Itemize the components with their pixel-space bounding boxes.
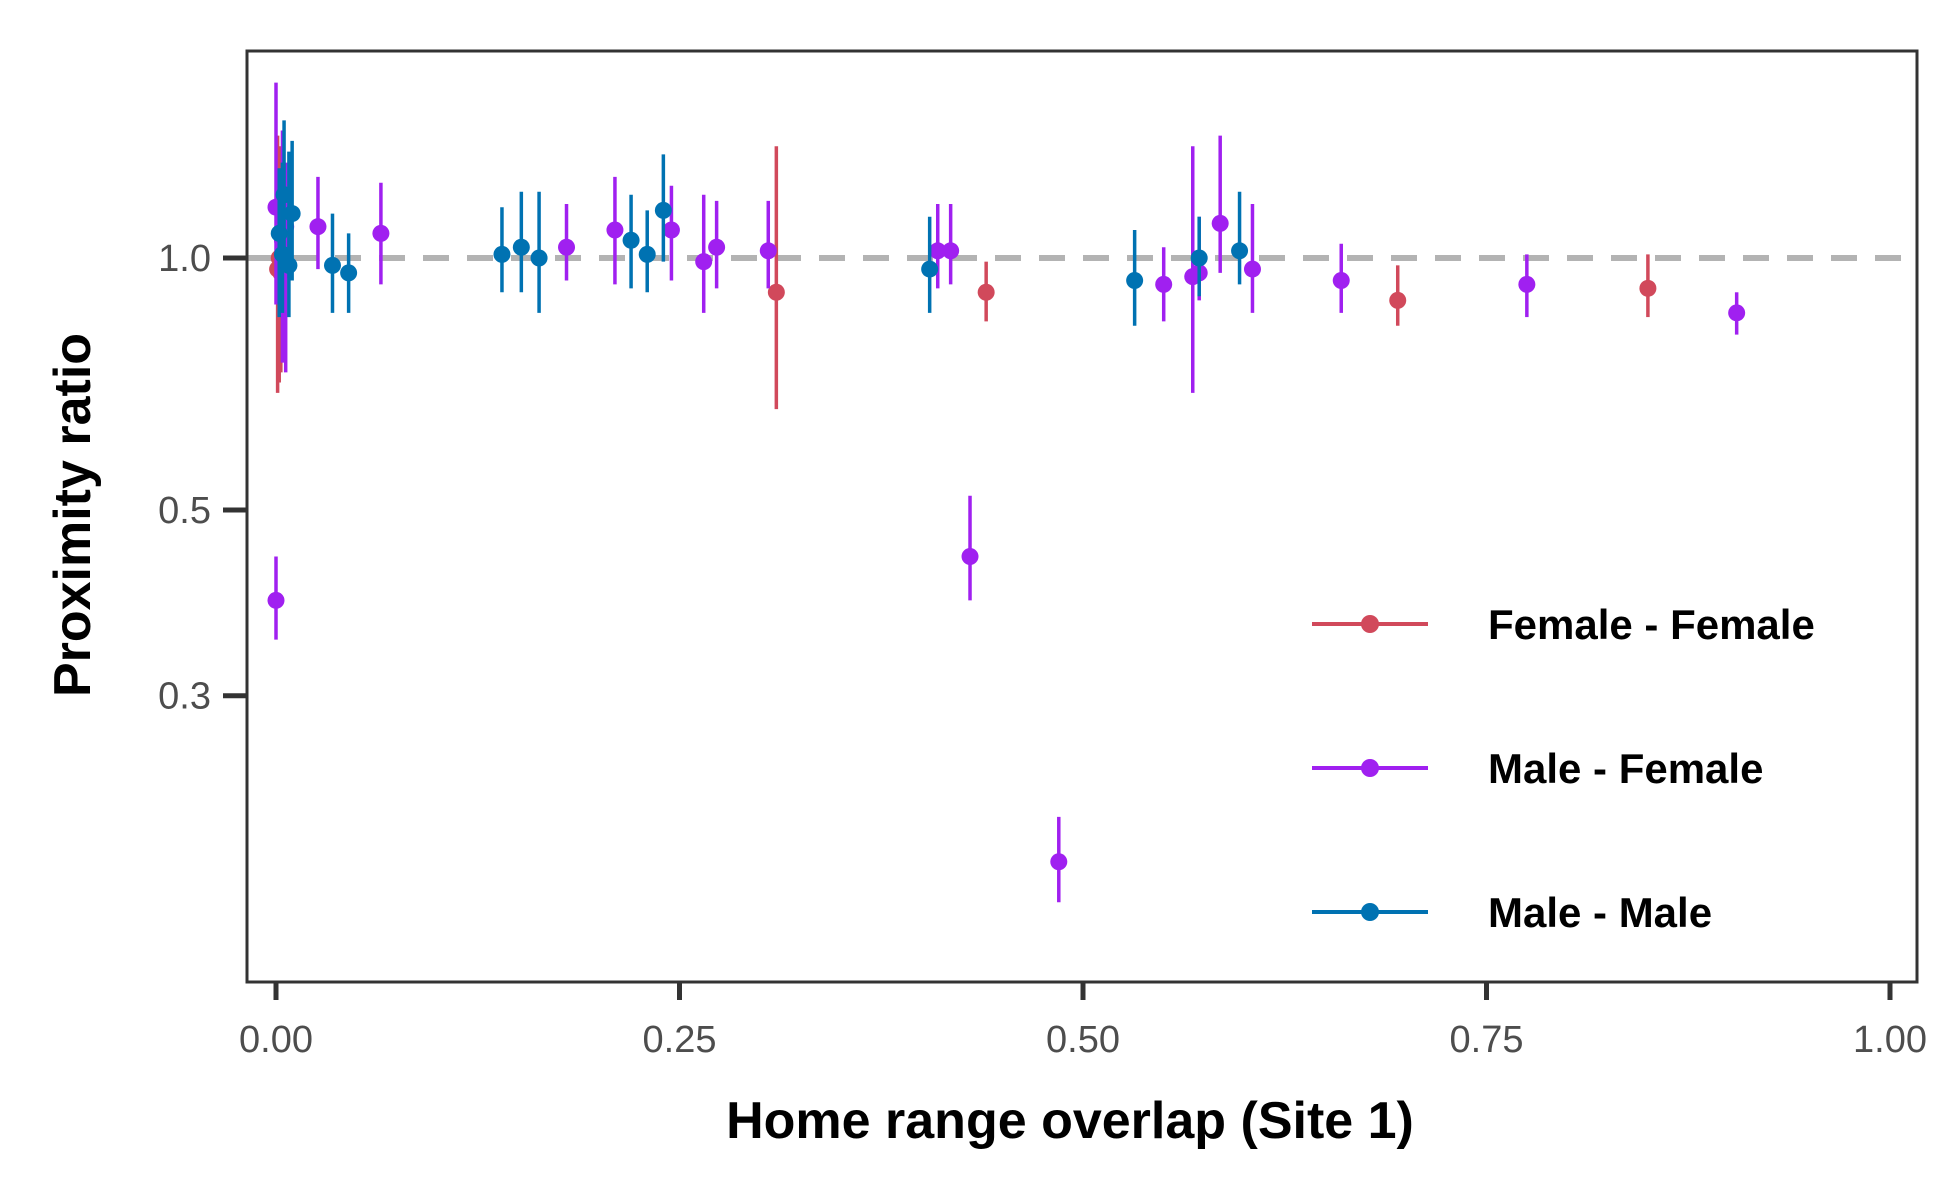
data-point-male-male-11 <box>638 245 656 263</box>
data-point-female-female-5 <box>1389 291 1407 309</box>
data-point-male-female-1 <box>267 591 285 609</box>
data-point-male-male-14 <box>1126 271 1144 289</box>
data-point-male-female-7 <box>606 221 624 239</box>
data-point-male-female-8 <box>662 221 680 239</box>
data-layer <box>247 82 1917 903</box>
series-male-male <box>270 120 1249 326</box>
data-point-male-male-15 <box>1190 249 1208 267</box>
data-point-male-female-13 <box>942 242 960 260</box>
data-point-male-female-14 <box>961 547 979 565</box>
data-point-male-female-19 <box>1211 214 1229 232</box>
legend-marker-male-female <box>1361 759 1379 777</box>
legend-marker-male-male <box>1361 903 1379 921</box>
data-point-male-male-6 <box>340 264 358 282</box>
plot-border <box>245 49 1919 984</box>
legend-marker-female-female <box>1361 615 1379 633</box>
data-point-male-male-12 <box>654 201 672 219</box>
data-point-male-male-13 <box>921 260 939 278</box>
x-tick-label-4: 1.00 <box>1853 1019 1927 1061</box>
legend-label-male-female: Male - Female <box>1488 745 1763 792</box>
y-tick-label-2: 0.3 <box>158 676 211 718</box>
data-point-male-male-3 <box>280 256 298 274</box>
y-axis-title: Proximity ratio <box>44 333 102 697</box>
data-point-male-female-21 <box>1332 271 1350 289</box>
data-point-male-male-8 <box>512 238 530 256</box>
data-point-male-female-22 <box>1518 275 1536 293</box>
x-axis-title: Home range overlap (Site 1) <box>726 1092 1414 1150</box>
data-point-male-female-20 <box>1243 260 1261 278</box>
data-point-female-female-6 <box>1639 279 1657 297</box>
legend: Female - Female Male - Female Male - Male <box>1312 601 1815 936</box>
series-female-female <box>269 135 1657 410</box>
data-point-male-male-9 <box>530 249 548 267</box>
x-tick-label-1: 0.25 <box>643 1019 717 1061</box>
axis-layer: 0.00 0.25 0.50 0.75 1.00 1.0 0.5 0.3 <box>158 238 1927 1061</box>
legend-label-female-female: Female - Female <box>1488 601 1815 648</box>
x-tick-label-0: 0.00 <box>239 1019 313 1061</box>
y-tick-label-0: 1.0 <box>158 238 211 280</box>
data-point-male-female-16 <box>1155 275 1173 293</box>
data-point-female-female-3 <box>767 283 785 301</box>
data-point-male-male-16 <box>1231 242 1249 260</box>
data-point-male-male-7 <box>493 245 511 263</box>
data-point-male-female-12 <box>929 242 947 260</box>
data-point-male-male-10 <box>622 231 640 249</box>
data-point-male-female-6 <box>558 238 576 256</box>
data-point-male-female-5 <box>372 224 390 242</box>
data-point-male-female-15 <box>1050 853 1068 871</box>
data-point-male-male-4 <box>283 205 301 223</box>
legend-label-male-male: Male - Male <box>1488 889 1712 936</box>
data-point-male-female-23 <box>1728 304 1746 322</box>
data-point-male-male-5 <box>323 256 341 274</box>
y-tick-label-1: 0.5 <box>158 490 211 532</box>
data-point-female-female-4 <box>977 283 995 301</box>
x-tick-label-2: 0.50 <box>1046 1019 1120 1061</box>
data-point-male-female-10 <box>708 238 726 256</box>
data-point-male-female-11 <box>759 242 777 260</box>
x-tick-label-3: 0.75 <box>1450 1019 1524 1061</box>
data-point-male-female-9 <box>695 253 713 271</box>
data-point-male-female-4 <box>309 218 327 236</box>
